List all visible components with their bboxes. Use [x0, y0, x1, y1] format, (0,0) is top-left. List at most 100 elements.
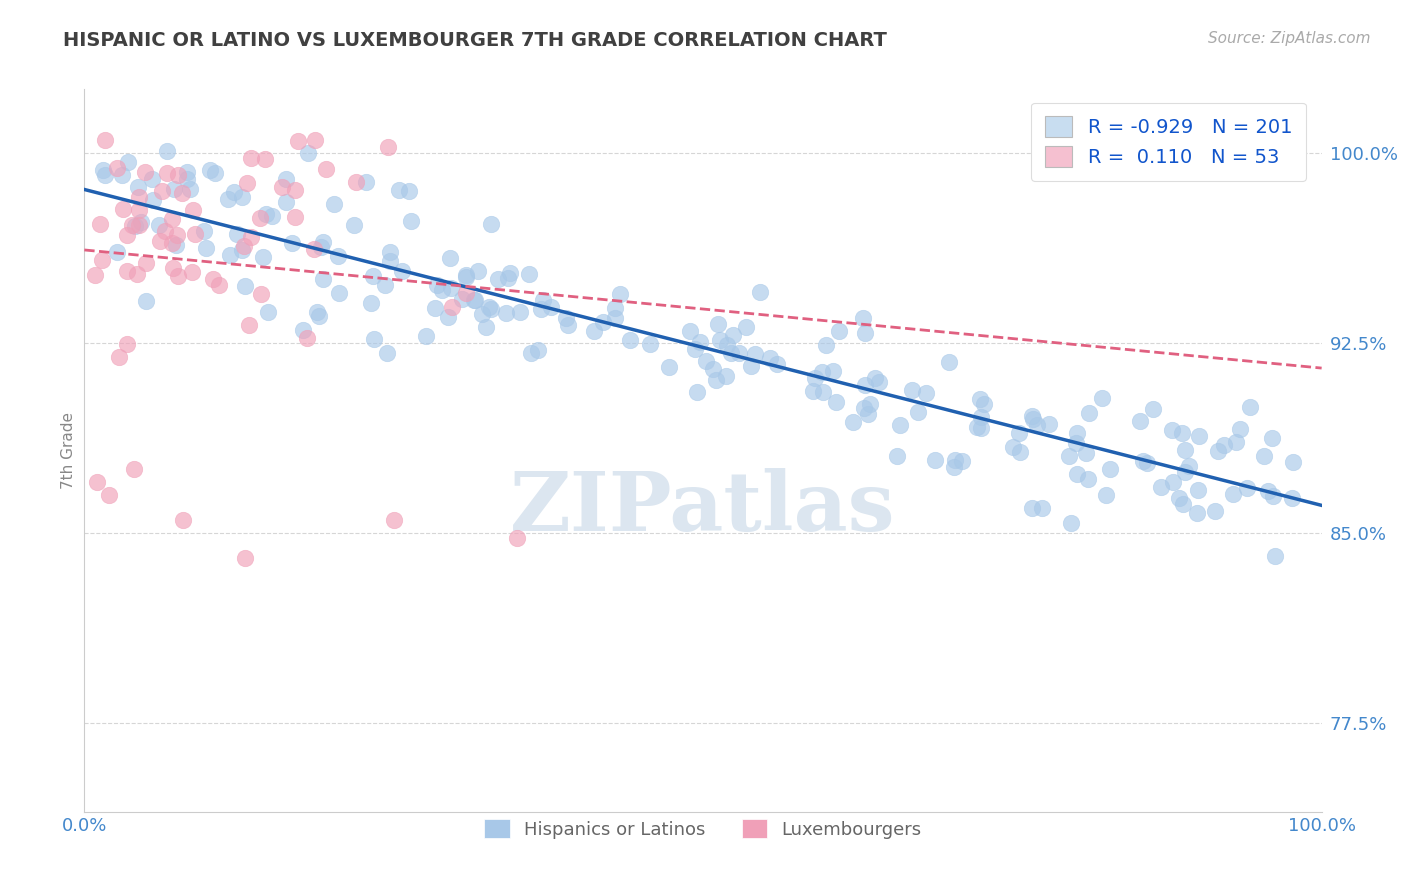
Point: [702, 361, 724, 376]
Point: [128, 219, 150, 233]
Point: [1236, 481, 1258, 495]
Point: [135, 293, 157, 308]
Point: [801, 384, 824, 398]
Point: [638, 336, 661, 351]
Point: [679, 324, 702, 338]
Point: [94, 133, 117, 147]
Point: [1168, 491, 1191, 505]
Point: [1282, 455, 1305, 469]
Point: [1281, 491, 1303, 506]
Point: [520, 346, 543, 360]
Text: ZIPatlas: ZIPatlas: [510, 468, 896, 549]
Point: [1161, 475, 1184, 489]
Point: [1001, 440, 1024, 454]
Point: [526, 343, 548, 358]
Point: [231, 190, 253, 204]
Point: [430, 283, 453, 297]
Point: [105, 161, 128, 175]
Point: [328, 286, 350, 301]
Point: [343, 218, 366, 232]
Point: [714, 368, 737, 383]
Point: [149, 234, 172, 248]
Point: [117, 154, 139, 169]
Point: [686, 385, 709, 400]
Point: [117, 228, 139, 243]
Point: [183, 202, 205, 217]
Text: Source: ZipAtlas.com: Source: ZipAtlas.com: [1208, 31, 1371, 46]
Point: [271, 179, 294, 194]
Point: [155, 224, 177, 238]
Point: [658, 359, 681, 374]
Point: [486, 272, 509, 286]
Point: [295, 331, 318, 345]
Point: [1074, 446, 1097, 460]
Point: [93, 162, 115, 177]
Point: [398, 184, 420, 198]
Point: [284, 210, 307, 224]
Point: [252, 250, 274, 264]
Point: [748, 285, 770, 299]
Point: [142, 193, 165, 207]
Point: [1174, 466, 1197, 480]
Point: [167, 269, 190, 284]
Point: [312, 235, 335, 250]
Point: [609, 286, 631, 301]
Point: [1170, 425, 1192, 440]
Point: [509, 305, 531, 319]
Point: [115, 337, 138, 351]
Point: [1025, 418, 1047, 433]
Point: [135, 256, 157, 270]
Point: [307, 305, 329, 319]
Point: [479, 217, 502, 231]
Point: [233, 551, 256, 566]
Point: [889, 417, 911, 432]
Point: [811, 385, 834, 400]
Point: [399, 214, 422, 228]
Point: [426, 278, 449, 293]
Point: [128, 202, 150, 217]
Point: [900, 384, 922, 398]
Point: [162, 261, 184, 276]
Point: [695, 354, 717, 368]
Point: [853, 378, 876, 392]
Point: [853, 401, 876, 416]
Point: [1022, 412, 1045, 426]
Point: [499, 266, 522, 280]
Point: [274, 194, 297, 209]
Point: [859, 397, 882, 411]
Point: [478, 300, 501, 314]
Point: [98, 488, 121, 502]
Point: [128, 189, 150, 203]
Point: [415, 329, 437, 343]
Point: [380, 253, 402, 268]
Point: [198, 162, 221, 177]
Point: [165, 238, 187, 252]
Point: [122, 462, 145, 476]
Point: [1149, 480, 1171, 494]
Point: [1264, 549, 1286, 564]
Point: [302, 243, 325, 257]
Point: [176, 172, 198, 186]
Point: [89, 217, 111, 231]
Point: [226, 227, 249, 242]
Point: [517, 267, 540, 281]
Point: [309, 240, 332, 254]
Point: [1225, 435, 1247, 450]
Point: [377, 140, 399, 154]
Point: [160, 235, 183, 250]
Point: [810, 365, 832, 379]
Point: [176, 165, 198, 179]
Point: [1253, 450, 1275, 464]
Point: [108, 351, 131, 365]
Point: [735, 319, 758, 334]
Point: [804, 371, 827, 385]
Point: [852, 311, 875, 326]
Point: [531, 293, 554, 307]
Point: [440, 300, 463, 314]
Point: [1239, 401, 1261, 415]
Point: [915, 385, 938, 400]
Point: [233, 279, 256, 293]
Point: [823, 364, 845, 378]
Point: [1091, 392, 1114, 406]
Point: [853, 326, 876, 340]
